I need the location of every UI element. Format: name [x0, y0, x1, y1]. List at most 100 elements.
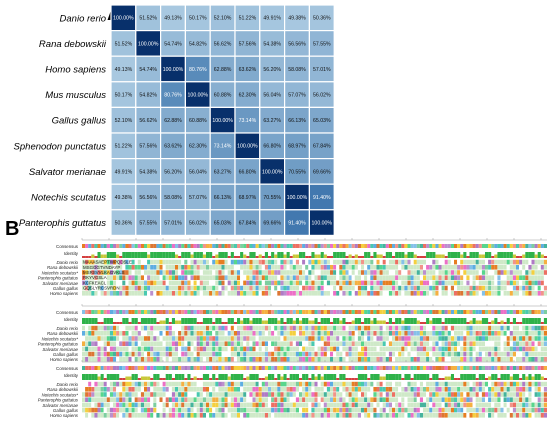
residue-cell	[500, 413, 504, 418]
residue-cell	[128, 270, 132, 275]
residue-cell	[351, 331, 355, 336]
residue-cell	[435, 291, 439, 296]
residue-cell	[128, 397, 132, 402]
consensus-residue	[531, 366, 535, 370]
residue-cell	[444, 291, 448, 296]
residue-cell	[385, 265, 389, 270]
residue-cell	[367, 270, 371, 275]
residue-cell	[376, 336, 380, 341]
residue-cell	[88, 407, 92, 413]
residue-cell	[184, 336, 188, 341]
identity-bar	[274, 318, 278, 324]
identity-bar	[494, 254, 498, 258]
consensus-residue	[159, 366, 163, 370]
residue-cell	[345, 413, 349, 418]
consensus-residue	[209, 310, 213, 314]
residue-cell	[419, 265, 423, 270]
residue-cell	[196, 331, 200, 336]
identity-bar	[370, 374, 374, 380]
residue-cell	[512, 336, 516, 341]
residue-cell	[162, 351, 166, 357]
residue-cell	[404, 397, 408, 402]
residue-cell	[168, 285, 172, 291]
residue-cell	[345, 259, 349, 265]
residue-cell	[540, 402, 544, 408]
residue-cell	[537, 357, 541, 362]
residue-cell	[190, 259, 194, 265]
residue-cell	[131, 402, 135, 408]
residue-cell	[199, 351, 203, 357]
residue-cell	[150, 291, 154, 296]
consensus-residue	[308, 244, 312, 248]
residue-cell	[274, 280, 278, 286]
residue-cell	[134, 341, 138, 346]
consensus-residue	[131, 244, 135, 248]
residue-cell	[206, 351, 210, 357]
residue-cell	[159, 285, 163, 291]
consensus-residue	[323, 366, 327, 370]
identity-bar	[460, 374, 464, 380]
residue-cell	[91, 387, 95, 392]
residue-cell	[128, 275, 132, 280]
consensus-residue	[500, 244, 504, 248]
residue-cell	[305, 325, 309, 331]
consensus-residue	[271, 310, 275, 314]
residue-cell	[271, 392, 275, 397]
residue-cell	[106, 413, 110, 418]
residue-cell	[519, 413, 523, 418]
identity-bar	[333, 252, 337, 258]
residue-cell	[212, 275, 216, 280]
residue-cell	[382, 291, 386, 296]
residue-cell	[193, 402, 197, 408]
residue-cell	[379, 351, 383, 357]
residue-cell	[395, 357, 399, 362]
identity-bar	[230, 318, 234, 324]
residue-cell	[305, 392, 309, 397]
identity-bar	[212, 256, 216, 258]
residue-cell	[342, 265, 346, 270]
residue-cell	[227, 392, 231, 397]
residue-cell	[392, 280, 396, 286]
heatmap-cell-value: 63.27%	[263, 118, 281, 124]
residue-cell	[376, 265, 380, 270]
residue-cell	[410, 331, 414, 336]
residue-cell	[537, 331, 541, 336]
residue-cell	[137, 275, 141, 280]
residue-cell	[215, 346, 219, 352]
residue-cell	[184, 331, 188, 336]
residue-cell	[246, 325, 250, 331]
residue-cell	[528, 341, 532, 346]
residue-cell	[128, 291, 132, 296]
residue-cell	[268, 392, 272, 397]
consensus-residue	[429, 244, 433, 248]
residue-cell	[103, 336, 107, 341]
residue-cell	[116, 275, 120, 280]
residue-cell	[255, 285, 259, 291]
residue-cell	[522, 341, 526, 346]
residue-cell	[531, 265, 535, 270]
consensus-residue	[295, 244, 299, 248]
residue-cell	[509, 351, 513, 357]
residue-cell	[299, 259, 303, 265]
residue-cell	[100, 265, 104, 270]
residue-cell	[503, 357, 507, 362]
identity-bar	[509, 252, 513, 258]
residue-cell	[171, 346, 175, 352]
identity-bar	[376, 254, 380, 258]
residue-cell	[516, 407, 520, 413]
residue-cell	[413, 381, 417, 387]
residue-cell	[444, 392, 448, 397]
identity-bar	[131, 374, 135, 380]
identity-bar	[528, 374, 532, 380]
residue-cell	[469, 357, 473, 362]
residue-cell	[454, 351, 458, 357]
consensus-residue	[175, 310, 179, 314]
heatmap-cell-value: 54.38%	[139, 169, 157, 175]
residue-cell	[401, 280, 405, 286]
residue-cell	[277, 336, 281, 341]
residue-cell	[156, 402, 160, 408]
heatmap-row-label: Mus musculus	[45, 90, 106, 101]
residue-cell	[224, 346, 228, 352]
residue-cell	[193, 285, 197, 291]
residue-cell	[497, 336, 501, 341]
